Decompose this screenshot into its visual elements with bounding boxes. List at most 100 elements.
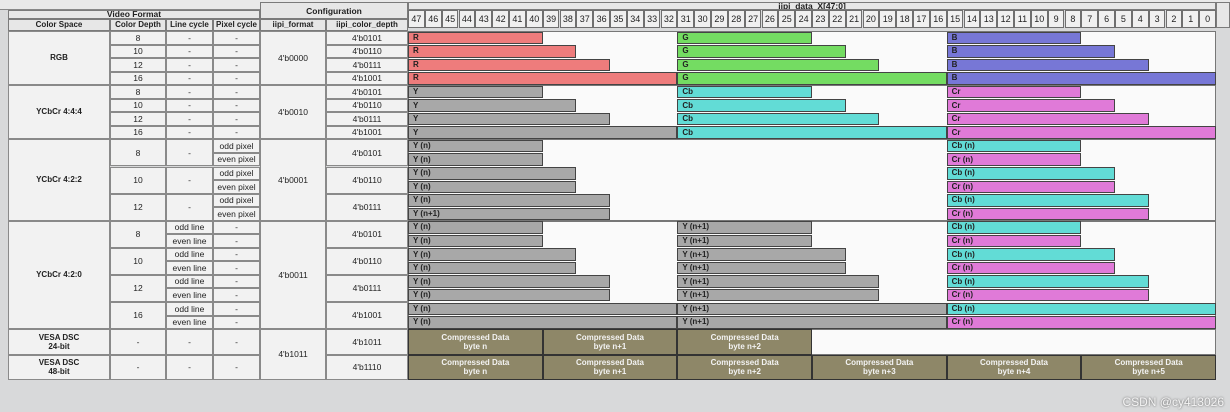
iipi-color-depth-cell: 4'b0101 (326, 220, 408, 248)
bit-number: 12 (997, 10, 1014, 28)
color-depth-cell: 8 (110, 85, 166, 99)
data-bar: Y (n+1) (677, 316, 947, 329)
bit-number: 6 (1098, 10, 1115, 28)
data-bar: Y (n+1) (677, 234, 812, 248)
iipi-color-depth-cell: 4'b1001 (326, 71, 408, 86)
bit-number: 16 (929, 10, 947, 28)
bit-number: 5 (1115, 10, 1132, 28)
compressed-data-byte: Compressed Data byte n+5 (1081, 354, 1216, 381)
data-bar: Y (n) (408, 248, 577, 261)
compressed-data-byte: Compressed Data byte n+3 (812, 354, 947, 381)
dsc-iipi-format-cell: 4'b1011 (260, 329, 326, 381)
iipi-color-depth-cell: 4'b0111 (326, 58, 408, 72)
bit-number: 29 (711, 10, 728, 28)
pixel-cycle-cell: even pixel (213, 152, 260, 167)
dsc-color-depth-cell: 4'b1011 (326, 329, 408, 355)
iipi-color-depth-cell: 4'b1001 (326, 302, 408, 330)
pixel-cycle-cell: - (213, 288, 260, 302)
pixel-cycle-header: Pixel cycle (213, 19, 260, 31)
data-bar: Cb (n) (946, 302, 1216, 316)
line-cycle-cell: even line (166, 315, 213, 330)
bit-number: 22 (828, 10, 846, 28)
iipi-color-depth-cell: 4'b0101 (326, 85, 408, 99)
pixel-cycle-cell: odd pixel (213, 166, 260, 181)
iipi-format-cell: 4'b0010 (260, 85, 326, 140)
data-bar: Y (408, 126, 678, 139)
bit-number: 0 (1199, 10, 1216, 28)
bit-number: 26 (761, 10, 779, 28)
iipi-color-depth-cell: 4'b0101 (326, 139, 408, 167)
bit-number: 14 (963, 10, 981, 28)
pixel-cycle-cell: - (213, 98, 260, 113)
bit-number: 13 (980, 10, 998, 28)
pixel-cycle-cell: - (213, 112, 260, 126)
iipi-color-depth-cell: 4'b1001 (326, 125, 408, 140)
line-cycle-cell: - (166, 85, 213, 99)
bit-number: 18 (896, 10, 913, 28)
data-bar: Cr (n) (946, 153, 1082, 166)
bit-number: 47 (408, 10, 425, 28)
data-bar: Y (n) (408, 234, 543, 248)
bit-number: 41 (509, 10, 526, 28)
data-bar: R (408, 58, 610, 72)
bit-number: 28 (727, 10, 745, 28)
color-space-cell: YCbCr 4:2:2 (8, 139, 110, 221)
color-depth-cell: 10 (110, 166, 166, 194)
bit-number: 15 (946, 10, 964, 28)
data-bar: Y (n) (408, 167, 577, 180)
line-cycle-cell: even line (166, 234, 213, 248)
iipi-color-depth-cell: 4'b0110 (326, 166, 408, 194)
compressed-data-byte: Compressed Data byte n+2 (677, 354, 812, 381)
dsc-pixel-cycle-cell: - (213, 329, 260, 355)
compressed-data-byte: Compressed Data byte n (408, 329, 543, 355)
line-cycle-cell: odd line (166, 220, 213, 235)
data-bar: Cr (946, 112, 1149, 126)
data-bar: Y (n) (408, 302, 678, 316)
data-bar: Y (n+1) (677, 248, 846, 261)
pixel-cycle-cell: - (213, 261, 260, 275)
data-bar: Cr (n) (946, 234, 1082, 248)
iipi-color-depth-cell: 4'b0101 (326, 31, 408, 45)
data-bar: G (677, 72, 947, 85)
data-bar: Cb (n) (946, 167, 1115, 180)
bit-number: 37 (576, 10, 594, 28)
pixel-cycle-cell: odd pixel (213, 193, 260, 208)
bit-number: 25 (778, 10, 796, 28)
iipi-color-depth-cell: 4'b0110 (326, 98, 408, 113)
line-cycle-cell: - (166, 166, 213, 194)
dsc-depth-cell: - (110, 329, 166, 355)
bus-group-bg (408, 139, 1216, 221)
color-depth-header: Color Depth (110, 19, 166, 31)
color-depth-cell: 10 (110, 44, 166, 59)
data-bar: Cr (n) (946, 207, 1149, 221)
data-bar: Y (n+1) (677, 261, 846, 275)
bit-number: 7 (1081, 10, 1099, 28)
color-space-cell: YCbCr 4:2:0 (8, 220, 110, 330)
pixel-cycle-cell: - (213, 31, 260, 45)
bit-number: 24 (795, 10, 812, 28)
pixel-cycle-cell: - (213, 220, 260, 235)
header-spacer (1216, 2, 1230, 28)
color-space-cell: YCbCr 4:4:4 (8, 85, 110, 140)
color-space-header: Color Space (8, 19, 110, 31)
color-depth-cell: 12 (110, 58, 166, 72)
compressed-data-byte: Compressed Data byte n (408, 354, 543, 381)
bit-number: 45 (441, 10, 459, 28)
dsc-line-cycle-cell: - (166, 329, 213, 355)
data-bar: R (408, 31, 543, 45)
data-bar: Y (408, 85, 543, 99)
bit-number: 33 (643, 10, 661, 28)
line-cycle-cell: - (166, 58, 213, 72)
bit-number: 1 (1182, 10, 1200, 28)
data-bar: B (946, 31, 1082, 45)
bit-number: 35 (610, 10, 627, 28)
pixel-cycle-cell: - (213, 315, 260, 330)
data-bar: Y (n) (408, 139, 543, 153)
data-bar: Cr (946, 99, 1115, 112)
dsc-color-space-cell: VESA DSC 24-bit (8, 329, 110, 355)
data-bar: Y (n+1) (677, 302, 947, 316)
bit-number: 39 (542, 10, 560, 28)
iipi-color-depth-cell: 4'b0110 (326, 44, 408, 59)
pixel-cycle-cell: odd pixel (213, 139, 260, 153)
data-bar: Cb (n) (946, 139, 1082, 153)
